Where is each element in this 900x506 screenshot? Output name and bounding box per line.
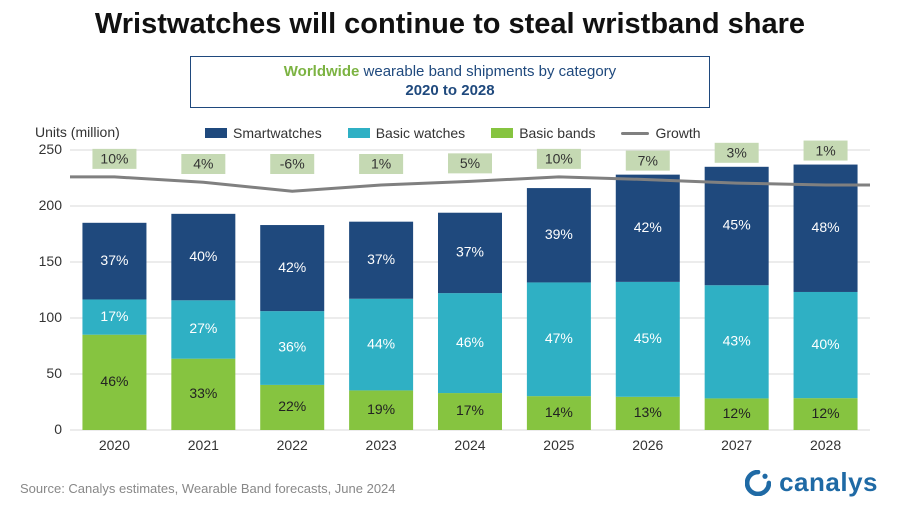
- bar-segment-label: 43%: [723, 333, 751, 349]
- svg-text:5%: 5%: [460, 155, 480, 171]
- bar-segment-label: 12%: [723, 405, 751, 421]
- svg-text:7%: 7%: [638, 152, 658, 168]
- bar-segment-label: 46%: [100, 373, 128, 389]
- bar-segment-label: 39%: [545, 226, 573, 242]
- x-tick-label: 2023: [366, 437, 397, 453]
- canalys-logo: canalys: [745, 467, 878, 498]
- bar-segment-label: 19%: [367, 401, 395, 417]
- bar-segment-label: 37%: [100, 252, 128, 268]
- bar-segment-label: 48%: [812, 219, 840, 235]
- bar-segment-label: 37%: [367, 251, 395, 267]
- x-tick-label: 2022: [277, 437, 308, 453]
- svg-text:3%: 3%: [727, 145, 747, 161]
- y-tick-label: 150: [39, 253, 63, 269]
- bar-segment-label: 13%: [634, 404, 662, 420]
- bar-segment-label: 33%: [189, 385, 217, 401]
- svg-text:1%: 1%: [371, 156, 391, 172]
- x-tick-label: 2028: [810, 437, 841, 453]
- bar-segment-label: 40%: [189, 248, 217, 264]
- bar-segment-label: 14%: [545, 404, 573, 420]
- svg-text:10%: 10%: [100, 151, 128, 167]
- growth-badge: 5%: [448, 153, 492, 173]
- x-tick-label: 2024: [454, 437, 485, 453]
- y-tick-label: 0: [54, 421, 62, 437]
- bar-segment-label: 36%: [278, 339, 306, 355]
- bar-segment-label: 40%: [812, 336, 840, 352]
- bar-segment-label: 42%: [634, 219, 662, 235]
- bar-segment-label: 44%: [367, 335, 395, 351]
- x-tick-label: 2026: [632, 437, 663, 453]
- growth-badge: 7%: [626, 151, 670, 171]
- bar-segment-label: 42%: [278, 259, 306, 275]
- growth-badge: 10%: [92, 149, 136, 169]
- chart-page: { "title": { "text": "Wristwatches will …: [0, 0, 900, 506]
- source-footer: Source: Canalys estimates, Wearable Band…: [20, 481, 396, 496]
- bar-segment-label: 46%: [456, 334, 484, 350]
- x-tick-label: 2025: [543, 437, 574, 453]
- bar-segment-label: 12%: [812, 405, 840, 421]
- chart-svg: 0 50 100 150 200 250 46% 17% 37% 2020 33% 27% 40% 202…: [0, 0, 900, 506]
- y-tick-label: 250: [39, 141, 63, 157]
- bar-segment-label: 17%: [456, 402, 484, 418]
- x-tick-label: 2020: [99, 437, 130, 453]
- growth-badge: -6%: [270, 154, 314, 174]
- bar-segment-label: 22%: [278, 398, 306, 414]
- x-tick-label: 2021: [188, 437, 219, 453]
- y-tick-label: 50: [46, 365, 62, 381]
- bar-segment-label: 47%: [545, 330, 573, 346]
- growth-badge: 10%: [537, 149, 581, 169]
- svg-text:1%: 1%: [815, 142, 835, 158]
- y-tick-label: 200: [39, 197, 63, 213]
- growth-badge: 4%: [181, 154, 225, 174]
- bar-segment-label: 45%: [634, 330, 662, 346]
- canalys-logo-text: canalys: [779, 467, 878, 498]
- canalys-logo-icon: [745, 470, 771, 496]
- growth-badge: 1%: [359, 154, 403, 174]
- svg-text:4%: 4%: [193, 156, 213, 172]
- svg-text:10%: 10%: [545, 151, 573, 167]
- growth-badge: 1%: [804, 141, 848, 161]
- bar-segment-label: 27%: [189, 320, 217, 336]
- y-tick-label: 100: [39, 309, 63, 325]
- bar-segment-label: 37%: [456, 244, 484, 260]
- svg-text:-6%: -6%: [280, 156, 305, 172]
- growth-badge: 3%: [715, 143, 759, 163]
- bar-segment-label: 17%: [100, 308, 128, 324]
- bar-segment-label: 45%: [723, 217, 751, 233]
- x-tick-label: 2027: [721, 437, 752, 453]
